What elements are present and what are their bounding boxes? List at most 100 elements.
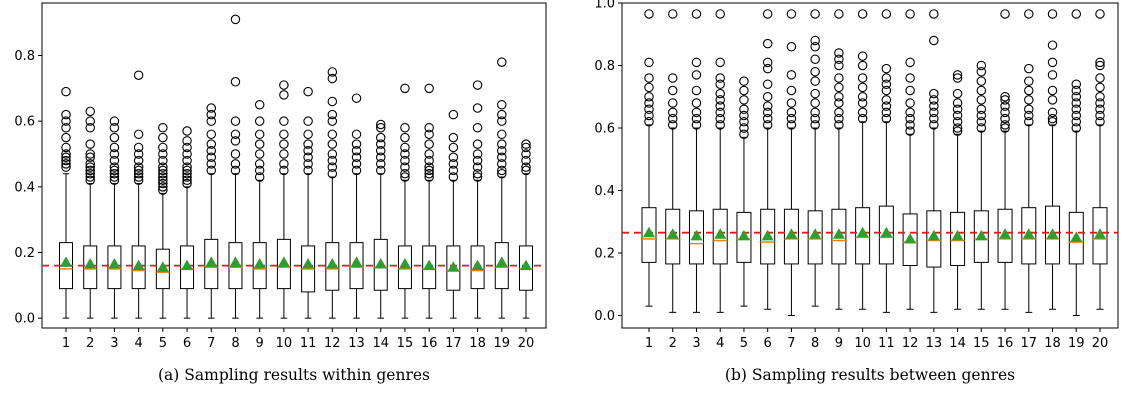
x-tick-label: 4: [134, 336, 142, 351]
iqr-box: [349, 242, 364, 290]
mean-marker: [495, 256, 508, 267]
outlier-point: [85, 149, 95, 159]
outlier-point: [1071, 104, 1082, 115]
box-9: [831, 9, 847, 310]
outlier-point: [739, 95, 749, 105]
outlier-point: [976, 95, 987, 105]
box-7: [204, 103, 219, 319]
y-tick-label: 0.8: [594, 59, 615, 74]
outlier-point: [1095, 57, 1105, 68]
outlier-point: [952, 110, 963, 121]
outlier-point: [1071, 110, 1082, 121]
panel-a-axes: 0.00.20.40.60.81 2 3 4 5 6 7 8 9 10 11 12 13 14 15 16 17…: [14, 49, 534, 351]
outlier-point: [834, 73, 844, 83]
outlier-point: [182, 178, 192, 189]
outlier-point: [182, 172, 192, 182]
outlier-point: [976, 67, 987, 77]
outlier-point: [905, 9, 915, 19]
x-tick-label: 16: [421, 336, 438, 351]
outlier-point: [472, 149, 483, 159]
outlier-point: [351, 165, 362, 176]
outlier-point: [929, 88, 939, 99]
box-13: [926, 9, 942, 313]
outlier-point: [158, 178, 168, 189]
outlier-point: [1024, 85, 1034, 96]
x-tick-label: 17: [445, 336, 462, 351]
x-tick-label: 18: [1044, 336, 1061, 351]
outlier-point: [739, 104, 749, 115]
mean-marker: [205, 256, 218, 267]
y-tick-label: 0.2: [594, 247, 615, 262]
outlier-point: [691, 70, 702, 80]
outlier-point: [810, 9, 820, 19]
outlier-point: [400, 155, 410, 166]
outlier-point: [375, 119, 386, 130]
x-tick-label: 19: [494, 336, 511, 351]
outlier-point: [715, 88, 725, 99]
outlier-point: [1024, 9, 1034, 19]
outlier-point: [905, 98, 915, 108]
outlier-point: [254, 159, 265, 169]
x-tick-label: 6: [764, 336, 772, 351]
outlier-point: [85, 172, 95, 182]
outlier-point: [810, 107, 820, 118]
outlier-point: [667, 98, 678, 108]
y-tick-label: 0.4: [14, 180, 35, 195]
outlier-point: [448, 152, 459, 163]
outlier-point: [497, 159, 507, 169]
outlier-point: [834, 54, 844, 64]
outlier-point: [400, 168, 410, 179]
outlier-point: [644, 117, 654, 127]
outlier-point: [85, 116, 95, 126]
mean-marker: [951, 229, 964, 241]
iqr-box: [878, 205, 894, 265]
box-16: [997, 9, 1013, 310]
outlier-point: [857, 98, 868, 108]
mean-marker: [60, 256, 72, 267]
panel-b-caption: (b) Sampling results between genres: [725, 366, 1015, 384]
outlier-point: [739, 110, 749, 121]
outlier-point: [644, 98, 654, 108]
y-tick-label: 0.0: [14, 312, 35, 327]
outlier-point: [158, 149, 168, 159]
iqr-box: [1092, 207, 1108, 265]
outlier-point: [182, 142, 192, 153]
outlier-point: [327, 168, 338, 179]
x-tick-label: 13: [926, 336, 943, 351]
outlier-point: [303, 165, 313, 176]
outlier-point: [1000, 120, 1010, 130]
outlier-point: [1000, 113, 1010, 124]
outlier-point: [327, 149, 338, 159]
outlier-point: [133, 155, 144, 166]
box-10: [276, 80, 291, 319]
outlier-point: [303, 86, 313, 97]
outlier-point: [230, 149, 241, 159]
outlier-point: [375, 132, 386, 143]
panel-a-caption: (a) Sampling results within genres: [158, 366, 430, 384]
outlier-point: [1071, 79, 1082, 90]
box-5: [736, 76, 752, 307]
mean-marker: [350, 256, 363, 267]
outlier-point: [230, 77, 241, 87]
x-tick-label: 17: [1021, 336, 1038, 351]
outlier-point: [976, 117, 987, 127]
outlier-point: [303, 129, 313, 140]
outlier-point: [691, 85, 702, 96]
iqr-box: [973, 210, 989, 263]
outlier-point: [786, 85, 797, 96]
outlier-point: [762, 79, 773, 90]
outlier-point: [206, 129, 217, 140]
outlier-point: [497, 139, 507, 149]
outlier-point: [448, 165, 459, 176]
outlier-point: [1095, 92, 1105, 102]
outlier-point: [424, 129, 434, 140]
x-tick-label: 10: [854, 336, 871, 351]
iqr-box: [252, 242, 267, 290]
outlier-point: [303, 116, 313, 126]
outlier-point: [254, 149, 265, 159]
outlier-point: [1047, 9, 1058, 19]
mean-marker: [785, 228, 798, 239]
outlier-point: [1071, 123, 1082, 133]
outlier-point: [905, 57, 915, 68]
outlier-point: [61, 122, 71, 133]
